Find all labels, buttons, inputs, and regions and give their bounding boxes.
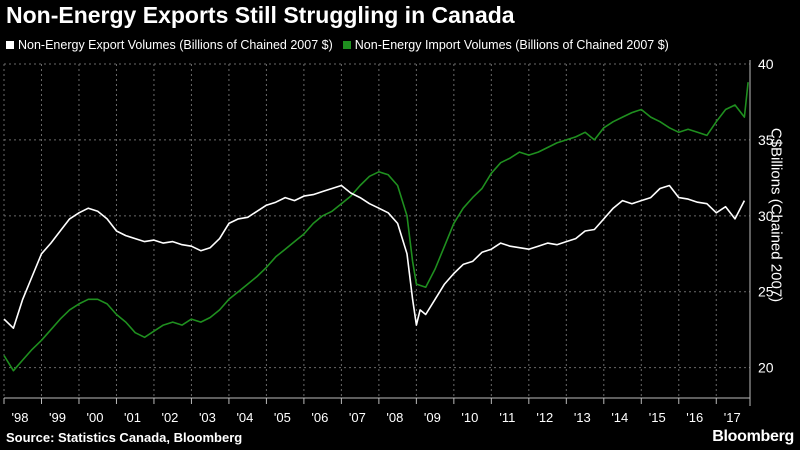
series-line-exports — [3, 184, 746, 329]
legend-label-imports: Non-Energy Import Volumes (Billions of C… — [354, 38, 669, 52]
x-tick-label: '99 — [49, 410, 66, 425]
x-tick-label: '15 — [649, 410, 666, 425]
legend-swatch-exports — [6, 41, 14, 49]
x-tick-label: '11 — [499, 410, 515, 425]
axes: 20 25 30 35 40 '98 '99 '00 '01 '02 '03 '04 '05 '06 '07… — [3, 56, 774, 425]
legend-swatch-imports — [342, 41, 351, 49]
legend-item-exports: Non-Energy Export Volumes (Billions of C… — [6, 38, 333, 52]
legend-item-imports: Non-Energy Import Volumes (Billions of C… — [342, 38, 669, 52]
legend-label-exports: Non-Energy Export Volumes (Billions of C… — [18, 38, 333, 52]
bloomberg-logo: Bloomberg — [712, 428, 794, 445]
x-tick-label: '06 — [311, 410, 328, 425]
chart-title: Non-Energy Exports Still Struggling in C… — [6, 2, 515, 28]
x-tick-label: '16 — [686, 410, 703, 425]
x-tick-label: '14 — [611, 410, 628, 425]
y-axis-label: C$Billions (Chained 2007) — [767, 127, 785, 303]
x-tick-label: '17 — [724, 410, 741, 425]
x-tick-label: '09 — [424, 410, 441, 425]
x-tick-label: '03 — [199, 410, 216, 425]
x-tick-label: '04 — [236, 410, 253, 425]
x-tick-label: '12 — [536, 410, 553, 425]
x-tick-label: '10 — [461, 410, 478, 425]
y-tick-label: 35 — [758, 132, 774, 148]
x-tick-label: '98 — [12, 410, 29, 425]
x-tick-label: '00 — [86, 410, 103, 425]
source-note: Source: Statistics Canada, Bloomberg — [6, 430, 243, 445]
y-tick-label: 20 — [758, 360, 774, 376]
series-lines — [3, 82, 749, 372]
x-tick-label: '13 — [574, 410, 591, 425]
y-tick-label: 25 — [758, 284, 774, 300]
y-tick-label: 40 — [758, 56, 774, 72]
x-tick-label: '05 — [274, 410, 291, 425]
y-tick-label: 30 — [758, 208, 774, 224]
x-tick-label: '08 — [386, 410, 403, 425]
x-tick-label: '07 — [349, 410, 366, 425]
x-tick-label: '02 — [161, 410, 178, 425]
series-line-imports — [3, 82, 749, 372]
x-tick-label: '01 — [124, 410, 141, 425]
legend: Non-Energy Export Volumes (Billions of C… — [6, 38, 679, 52]
